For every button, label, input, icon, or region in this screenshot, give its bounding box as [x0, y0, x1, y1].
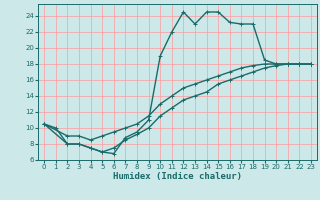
X-axis label: Humidex (Indice chaleur): Humidex (Indice chaleur) — [113, 172, 242, 181]
